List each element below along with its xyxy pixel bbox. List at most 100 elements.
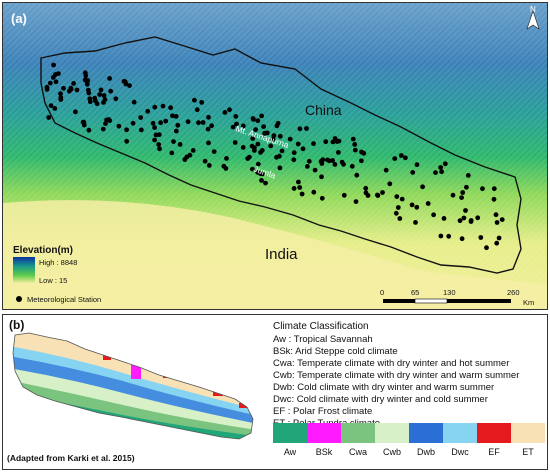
station-dot: [46, 115, 52, 120]
station-dot: [274, 123, 280, 129]
station-dot: [48, 103, 54, 108]
station-dot: [463, 208, 468, 213]
station-dot: [464, 184, 469, 190]
swatch-bsk: [307, 423, 341, 443]
station-dot: [53, 79, 59, 85]
legend-line-cwa: Cwa: Temperate climate with dry winter a…: [273, 358, 510, 369]
station-dot: [250, 166, 255, 172]
station-dot: [169, 150, 175, 156]
station-dot: [160, 103, 166, 109]
station-dot: [397, 216, 403, 221]
station-dot: [438, 233, 444, 239]
station-dot: [102, 97, 108, 102]
china-label: China: [305, 102, 342, 118]
station-dot: [361, 150, 367, 156]
station-dot: [211, 149, 217, 155]
station-dot: [157, 146, 162, 152]
station-dot: [240, 123, 246, 129]
station-dot: [73, 109, 78, 115]
station-dot: [234, 121, 239, 127]
station-dot: [392, 156, 398, 162]
station-dot: [68, 85, 74, 91]
station-dot: [86, 127, 92, 133]
station-dot: [306, 158, 312, 164]
svg-text:Km: Km: [523, 298, 534, 307]
station-dot: [319, 195, 325, 201]
swatch-cwa: [341, 423, 375, 443]
station-dot: [491, 186, 497, 192]
station-dot: [233, 114, 239, 119]
station-dot: [252, 148, 257, 153]
station-dot: [259, 178, 264, 183]
station-dot: [130, 120, 136, 126]
station-dot: [491, 196, 497, 202]
station-dot: [279, 148, 285, 154]
station-dot: [58, 95, 64, 100]
station-dot: [319, 174, 324, 180]
elevation-legend-title: Elevation(m): [13, 245, 73, 256]
station-dot: [173, 128, 179, 134]
station-dot: [194, 107, 200, 113]
station-dot: [277, 165, 283, 171]
station-dot: [106, 117, 112, 122]
station-dot: [414, 204, 420, 210]
station-dot: [297, 185, 303, 190]
station-dot: [409, 202, 415, 208]
station-dot: [255, 169, 260, 175]
station-dot: [291, 186, 297, 191]
station-dot: [300, 146, 306, 152]
swatch-et: [511, 423, 545, 443]
panel-b-label: (b): [9, 318, 24, 332]
station-dot: [84, 81, 90, 87]
station-dot: [287, 136, 293, 142]
station-dot: [499, 217, 505, 223]
station-dot: [249, 143, 255, 149]
station-dot: [295, 141, 301, 147]
station-dot: [352, 147, 358, 153]
station-dot: [206, 140, 211, 146]
station-dot: [353, 199, 359, 205]
elevation-map-panel: (a) N China India Mt. Annapurna Jumla El…: [2, 2, 548, 310]
station-dot: [170, 113, 175, 119]
station-dot: [192, 97, 197, 103]
station-dot: [441, 216, 447, 221]
station-dot: [177, 142, 183, 147]
station-dots: [44, 62, 505, 251]
station-legend-dot: [16, 296, 22, 302]
station-dot: [131, 99, 137, 105]
station-dot: [271, 133, 277, 139]
station-dot: [61, 85, 66, 91]
station-dot: [312, 167, 318, 173]
station-dot: [124, 138, 130, 144]
station-dot: [350, 136, 356, 142]
station-dot: [52, 106, 58, 111]
north-arrow-icon: N: [526, 5, 540, 30]
station-dot: [124, 127, 129, 133]
station-dot: [199, 100, 205, 105]
station-dot: [297, 126, 303, 132]
station-dot: [438, 165, 443, 170]
station-dot: [163, 118, 169, 124]
station-dot: [82, 77, 88, 83]
station-dot: [116, 123, 122, 129]
swatch-cwb: [375, 423, 409, 443]
station-dot: [251, 117, 256, 122]
station-dot: [205, 126, 211, 132]
station-dot: [202, 158, 208, 164]
station-dot: [263, 180, 268, 186]
station-dot: [330, 158, 335, 163]
station-dot: [330, 139, 336, 145]
station-dot: [459, 236, 465, 242]
station-dot: [494, 240, 500, 246]
station-dot: [173, 114, 179, 119]
station-dot: [152, 137, 158, 143]
station-dot: [80, 119, 86, 125]
station-dot: [494, 220, 500, 225]
station-dot: [305, 164, 310, 169]
station-dot: [323, 139, 329, 145]
station-dot: [196, 120, 201, 126]
elevation-map: (a) N China India Mt. Annapurna Jumla El…: [3, 3, 547, 309]
station-dot: [450, 192, 456, 198]
station-dot: [255, 118, 261, 124]
station-dot: [53, 72, 58, 77]
